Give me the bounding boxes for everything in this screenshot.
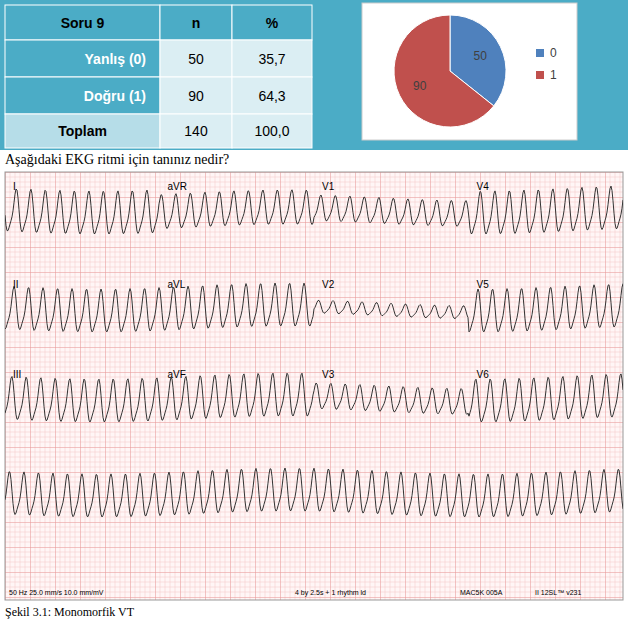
ecg-paper (5, 172, 623, 600)
table-cell (160, 40, 232, 77)
text: 90 (188, 88, 204, 104)
ecg: IaVR V1 V4 II aVL V2 V5 III aVF V3 V6 50 Hz 25.0 mm… (5, 172, 623, 600)
text: 100,0 (254, 123, 289, 139)
header-cell (5, 5, 160, 40)
text: Toplam (58, 123, 107, 139)
text: 4 by 2.5s + 1 rhythm ld (295, 589, 366, 597)
text: 90 (413, 79, 427, 93)
header-cell (160, 5, 232, 40)
header-cell (232, 5, 312, 40)
text: 50 (474, 49, 488, 63)
table-cell (160, 77, 232, 114)
text: V2 (322, 279, 335, 290)
text: 50 (188, 51, 204, 67)
text: Aşağıdaki EKG ritmi için tanınız nedir? (5, 152, 229, 167)
table-cell (5, 114, 160, 148)
text: 0 (550, 46, 557, 60)
text: 50 Hz 25.0 mm/s 10.0 mm/mV (9, 589, 104, 596)
chart-frame (362, 3, 577, 140)
text: V4 (477, 181, 490, 192)
text: V3 (322, 369, 335, 380)
table-cell (5, 40, 160, 77)
text: Şekil 3.1: Monomorfik VT (5, 605, 135, 619)
text: 1 (550, 68, 557, 82)
text: 140 (184, 123, 208, 139)
pie-chart: 50 90 0 1 (362, 3, 577, 140)
canvas: Soru 9 n% Yanlış (0) 50 35,7 Doğru (1) 90 64,3 T… (0, 0, 628, 622)
ecg-traces (5, 186, 623, 517)
table-background (0, 0, 628, 150)
table-cell (5, 77, 160, 114)
text: III (13, 369, 21, 380)
text: V5 (477, 279, 490, 290)
legend-swatch (536, 49, 544, 57)
pie-slice (394, 15, 494, 127)
ecg-trace (5, 373, 623, 422)
text: MAC5K 005A (460, 589, 503, 596)
text: I (13, 181, 16, 192)
legend-swatch (536, 71, 544, 79)
text: V6 (477, 369, 490, 380)
ecg-trace (5, 283, 623, 332)
text: V1 (322, 181, 335, 192)
table: Soru 9 n% Yanlış (0) 50 35,7 Doğru (1) 90 64,3 T… (5, 5, 312, 148)
ecg-trace (5, 186, 623, 234)
text: aVF (168, 369, 186, 380)
table-cell (232, 114, 312, 148)
text: II 12SL™ v231 (535, 589, 581, 596)
text: Yanlış (0) (85, 51, 146, 67)
text: 35,7 (258, 51, 285, 67)
ecg-trace (5, 468, 623, 517)
table-cell (232, 40, 312, 77)
text: Soru 9 (61, 15, 105, 31)
page: Soru 9 n% Yanlış (0) 50 35,7 Doğru (1) 90 64,3 T… (0, 0, 628, 622)
text: Doğru (1) (84, 88, 146, 104)
table-cell (232, 77, 312, 114)
text: n (192, 15, 201, 31)
text: II (13, 279, 19, 290)
text: aVR (168, 181, 187, 192)
text: aVL (168, 279, 186, 290)
text: % (266, 15, 279, 31)
table-cell (160, 114, 232, 148)
text: 64,3 (258, 88, 285, 104)
